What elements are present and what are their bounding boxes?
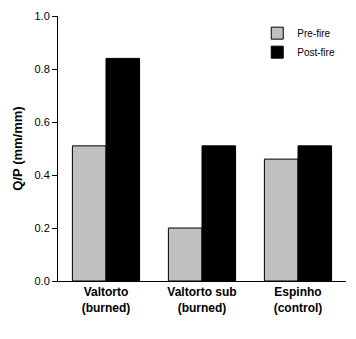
svg-text:Valtorto sub(burned): Valtorto sub(burned) (167, 285, 236, 315)
svg-text:1.0: 1.0 (35, 10, 50, 22)
svg-text:0.2: 0.2 (35, 222, 50, 234)
svg-text:0.8: 0.8 (35, 63, 50, 75)
svg-text:Q/P (mm/mm): Q/P (mm/mm) (10, 106, 25, 190)
svg-text:0.6: 0.6 (35, 116, 50, 128)
svg-text:0.0: 0.0 (35, 275, 50, 287)
svg-text:0.4: 0.4 (35, 169, 50, 181)
svg-text:Post-fire: Post-fire (297, 47, 335, 58)
svg-text:Espinho(control): Espinho(control) (274, 285, 323, 315)
svg-text:Valtorto(burned): Valtorto(burned) (82, 285, 131, 315)
svg-text:Pre-fire: Pre-fire (297, 28, 330, 39)
